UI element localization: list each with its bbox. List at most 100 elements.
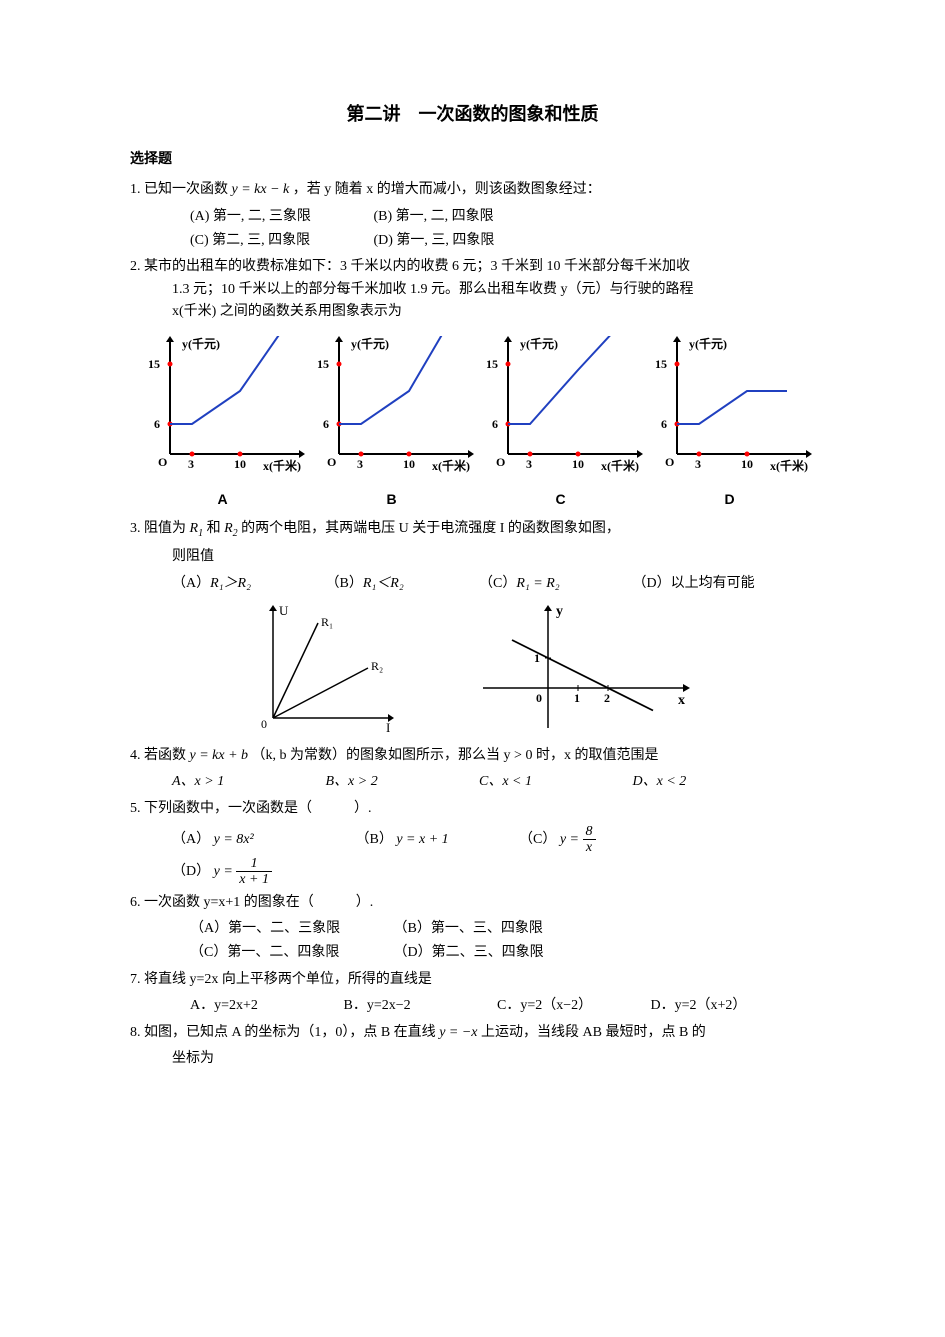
svg-text:3: 3 xyxy=(526,457,532,471)
question-7: 7. 将直线 y=2x 向上平移两个单位，所得的直线是 xyxy=(130,969,815,991)
q3-stem-b: 的两个电阻，其两端电压 U 关于电流强度 I 的函数图象如图， xyxy=(241,521,620,536)
question-4: 4. 若函数 y = kx + b （k, b 为常数）的图象如图所示，那么当 … xyxy=(130,745,815,767)
q4-opt-b: B、x > 2 xyxy=(326,771,476,793)
q3-graph-left: U I 0 R₁ R₂ xyxy=(248,603,398,733)
chart-b-svg: y(千元) x(千米) O 6 15 3 10 xyxy=(309,336,474,476)
q6-opt-b: （B）第一、三、四象限 xyxy=(394,918,594,940)
q6-options-row1: （A）第一、二、三象限 （B）第一、三、四象限 xyxy=(130,918,815,940)
svg-text:3: 3 xyxy=(357,457,363,471)
q3-r2: R2 xyxy=(224,521,238,536)
q3-opt-b: （B）R₁＜R₂ xyxy=(326,573,476,595)
q4-formula: y = kx + b xyxy=(190,748,249,763)
q1-options-row1: (A) 第一, 二, 三象限 (B) 第一, 二, 四象限 xyxy=(130,206,815,228)
q2-line3: x(千米) 之间的函数关系用图象表示为 xyxy=(130,301,815,323)
svg-text:15: 15 xyxy=(486,357,498,371)
q7-opt-d: D．y=2（x+2） xyxy=(651,995,801,1017)
svg-text:x(千米): x(千米) xyxy=(770,458,808,473)
q5-options: （A） y = 8x² （B） y = x + 1 （C） y = 8x （D）… xyxy=(130,824,815,888)
chart-a-svg: y(千元) x(千米) O 6 15 3 10 xyxy=(140,336,305,476)
q8-stem-b: 上运动，当线段 AB 最短时，点 B 的 xyxy=(481,1025,706,1040)
q4-opt-c: C、x < 1 xyxy=(479,771,629,793)
svg-text:O: O xyxy=(327,455,336,469)
q1-opt-c: (C) 第二, 三, 四象限 xyxy=(190,230,370,252)
q2-line2: 1.3 元；10 千米以上的部分每千米加收 1.9 元。那么出租车收费 y（元）… xyxy=(130,279,815,301)
q5-opt-c: （C） y = 8x xyxy=(519,824,679,856)
section-header: 选择题 xyxy=(130,149,815,171)
svg-text:y(千元): y(千元) xyxy=(182,336,220,351)
q2-line1: 2. 某市的出租车的收费标准如下：3 千米以内的收费 6 元；3 千米到 10 … xyxy=(130,256,815,278)
q7-opt-a: A．y=2x+2 xyxy=(190,995,340,1017)
q4-opt-a: A、x > 1 xyxy=(172,771,322,793)
q3-mid1: 和 xyxy=(207,521,225,536)
svg-text:R₁: R₁ xyxy=(321,615,333,629)
svg-text:15: 15 xyxy=(148,357,160,371)
svg-text:0: 0 xyxy=(261,717,267,731)
svg-text:10: 10 xyxy=(572,457,584,471)
q6-opt-d: （D）第二、三、四象限 xyxy=(394,942,594,964)
svg-text:I: I xyxy=(386,720,390,733)
svg-text:O: O xyxy=(665,455,674,469)
svg-text:U: U xyxy=(279,603,289,618)
svg-text:15: 15 xyxy=(317,357,329,371)
svg-text:y: y xyxy=(556,604,563,619)
q1-stem-a: 1. 已知一次函数 xyxy=(130,182,232,197)
q2-chart-c-label: C xyxy=(478,488,643,510)
svg-text:x(千米): x(千米) xyxy=(432,458,470,473)
question-6: 6. 一次函数 y=x+1 的图象在（ ）. xyxy=(130,892,815,914)
q3-options: （A）R₁＞R₂ （B）R₁＜R₂ （C）R₁ = R₂ （D）以上均有可能 xyxy=(130,573,815,595)
question-5: 5. 下列函数中，一次函数是（ ）. xyxy=(130,798,815,820)
q3-opt-a: （A）R₁＞R₂ xyxy=(172,573,322,595)
q2-chart-a-label: A xyxy=(140,488,305,510)
svg-text:15: 15 xyxy=(655,357,667,371)
question-2: 2. 某市的出租车的收费标准如下：3 千米以内的收费 6 元；3 千米到 10 … xyxy=(130,256,815,323)
svg-text:y(千元): y(千元) xyxy=(351,336,389,351)
svg-text:x(千米): x(千米) xyxy=(263,458,301,473)
q3-r1: R1 xyxy=(190,521,204,536)
q3-graph-right: yx0121 xyxy=(478,603,698,733)
q3-opt-c: （C）R₁ = R₂ xyxy=(479,573,629,595)
q7-opt-c: C．y=2（x−2） xyxy=(497,995,647,1017)
q5-opt-d: （D） y = 1x + 1 xyxy=(172,856,332,888)
svg-text:10: 10 xyxy=(234,457,246,471)
q7-opt-b: B．y=2x−2 xyxy=(344,995,494,1017)
q2-chart-d-label: D xyxy=(647,488,812,510)
svg-text:6: 6 xyxy=(154,417,160,431)
q1-opt-d: (D) 第一, 三, 四象限 xyxy=(374,230,554,252)
chart-d-svg: y(千元)x(千米)O615310 xyxy=(647,336,812,476)
svg-text:3: 3 xyxy=(695,457,701,471)
svg-text:3: 3 xyxy=(188,457,194,471)
q1-stem-b: ，若 y 随着 x 的增大而减小，则该函数图象经过： xyxy=(293,182,601,197)
svg-text:R₂: R₂ xyxy=(371,659,383,673)
chart-c-svg: y(千元)x(千米)O615310 xyxy=(478,336,643,476)
q3-graphs: UI0R₁R₂ yx0121 xyxy=(130,603,815,733)
svg-text:O: O xyxy=(496,455,505,469)
q4-stem-a: 4. 若函数 xyxy=(130,748,190,763)
q7-options: A．y=2x+2 B．y=2x−2 C．y=2（x−2） D．y=2（x+2） xyxy=(130,995,815,1017)
svg-text:0: 0 xyxy=(536,691,542,705)
q2-chart-b-label: B xyxy=(309,488,474,510)
svg-text:10: 10 xyxy=(403,457,415,471)
svg-text:10: 10 xyxy=(741,457,753,471)
q3-stem-c: 则阻值 xyxy=(130,546,815,568)
q6-options-row2: （C）第一、二、四象限 （D）第二、三、四象限 xyxy=(130,942,815,964)
svg-text:6: 6 xyxy=(323,417,329,431)
q1-opt-a: (A) 第一, 二, 三象限 xyxy=(190,206,370,228)
q5-opt-a: （A） y = 8x² xyxy=(172,829,352,851)
q3-opt-d: （D）以上均有可能 xyxy=(633,573,783,595)
q5-opt-b: （B） y = x + 1 xyxy=(356,829,516,851)
q4-options: A、x > 1 B、x > 2 C、x < 1 D、x < 2 xyxy=(130,771,815,793)
svg-text:x: x xyxy=(678,693,685,708)
q2-chart-d: y(千元)x(千米)O615310 D xyxy=(647,336,812,511)
q6-opt-c: （C）第一、二、四象限 xyxy=(190,942,390,964)
svg-text:O: O xyxy=(158,455,167,469)
svg-text:y(千元): y(千元) xyxy=(689,336,727,351)
svg-text:1: 1 xyxy=(574,691,580,705)
svg-text:2: 2 xyxy=(604,691,610,705)
q2-chart-a: y(千元) x(千米) O 6 15 3 10 A xyxy=(140,336,305,511)
svg-text:x(千米): x(千米) xyxy=(601,458,639,473)
q4-opt-d: D、x < 2 xyxy=(633,771,783,793)
svg-text:6: 6 xyxy=(492,417,498,431)
q2-chart-c: y(千元)x(千米)O615310 C xyxy=(478,336,643,511)
q3-stem-a: 3. 阻值为 xyxy=(130,521,190,536)
q2-charts-row: y(千元)x(千米)O615310 A y(千元)x(千米)O615310 B … xyxy=(140,336,815,511)
